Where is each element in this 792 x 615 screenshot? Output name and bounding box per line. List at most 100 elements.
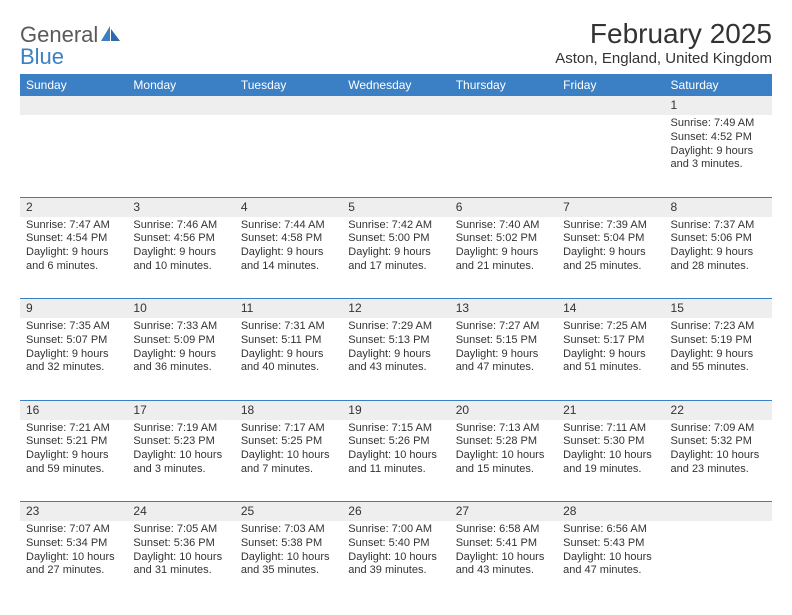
sunset-text: Sunset: 5:26 PM bbox=[348, 435, 443, 449]
daylight-text: Daylight: 9 hours and 14 minutes. bbox=[241, 246, 336, 274]
day-data-cell: Sunrise: 7:25 AMSunset: 5:17 PMDaylight:… bbox=[557, 318, 664, 400]
daylight-text: Daylight: 10 hours and 27 minutes. bbox=[26, 551, 121, 579]
sunrise-text: Sunrise: 7:23 AM bbox=[671, 320, 766, 334]
day-number-cell: 2 bbox=[20, 197, 127, 217]
sunset-text: Sunset: 5:38 PM bbox=[241, 537, 336, 551]
sunrise-text: Sunrise: 7:44 AM bbox=[241, 219, 336, 233]
sunset-text: Sunset: 4:56 PM bbox=[133, 232, 228, 246]
sunset-text: Sunset: 5:23 PM bbox=[133, 435, 228, 449]
sunset-text: Sunset: 4:58 PM bbox=[241, 232, 336, 246]
sunrise-text: Sunrise: 7:25 AM bbox=[563, 320, 658, 334]
day-data-cell: Sunrise: 7:37 AMSunset: 5:06 PMDaylight:… bbox=[665, 217, 772, 299]
day-data-cell: Sunrise: 7:19 AMSunset: 5:23 PMDaylight:… bbox=[127, 420, 234, 502]
sunrise-text: Sunrise: 7:09 AM bbox=[671, 422, 766, 436]
day-data-cell bbox=[235, 115, 342, 197]
sunrise-text: Sunrise: 7:40 AM bbox=[456, 219, 551, 233]
day-number-cell: 26 bbox=[342, 502, 449, 522]
week-number-row: 232425262728 bbox=[20, 502, 772, 522]
sunset-text: Sunset: 5:19 PM bbox=[671, 334, 766, 348]
day-number-cell: 11 bbox=[235, 299, 342, 319]
sunset-text: Sunset: 5:15 PM bbox=[456, 334, 551, 348]
day-number-cell bbox=[665, 502, 772, 522]
week-number-row: 1 bbox=[20, 96, 772, 115]
daylight-text: Daylight: 10 hours and 47 minutes. bbox=[563, 551, 658, 579]
sunset-text: Sunset: 5:00 PM bbox=[348, 232, 443, 246]
daylight-text: Daylight: 9 hours and 28 minutes. bbox=[671, 246, 766, 274]
logo-word2: Blue bbox=[20, 44, 64, 69]
sunrise-text: Sunrise: 7:17 AM bbox=[241, 422, 336, 436]
day-data-cell: Sunrise: 7:21 AMSunset: 5:21 PMDaylight:… bbox=[20, 420, 127, 502]
daylight-text: Daylight: 9 hours and 40 minutes. bbox=[241, 348, 336, 376]
day-data-cell: Sunrise: 7:07 AMSunset: 5:34 PMDaylight:… bbox=[20, 521, 127, 603]
day-data-cell: Sunrise: 7:00 AMSunset: 5:40 PMDaylight:… bbox=[342, 521, 449, 603]
sunset-text: Sunset: 5:06 PM bbox=[671, 232, 766, 246]
week-data-row: Sunrise: 7:47 AMSunset: 4:54 PMDaylight:… bbox=[20, 217, 772, 299]
sunset-text: Sunset: 5:21 PM bbox=[26, 435, 121, 449]
day-number-cell: 20 bbox=[450, 400, 557, 420]
day-number-cell: 6 bbox=[450, 197, 557, 217]
sunset-text: Sunset: 5:32 PM bbox=[671, 435, 766, 449]
day-number-cell: 12 bbox=[342, 299, 449, 319]
col-friday: Friday bbox=[557, 74, 664, 96]
day-number-cell: 22 bbox=[665, 400, 772, 420]
sunrise-text: Sunrise: 7:33 AM bbox=[133, 320, 228, 334]
sunset-text: Sunset: 5:43 PM bbox=[563, 537, 658, 551]
daylight-text: Daylight: 9 hours and 17 minutes. bbox=[348, 246, 443, 274]
sunrise-text: Sunrise: 7:15 AM bbox=[348, 422, 443, 436]
week-data-row: Sunrise: 7:21 AMSunset: 5:21 PMDaylight:… bbox=[20, 420, 772, 502]
day-number-cell: 19 bbox=[342, 400, 449, 420]
day-number-cell: 15 bbox=[665, 299, 772, 319]
day-number-cell: 28 bbox=[557, 502, 664, 522]
day-number-cell: 5 bbox=[342, 197, 449, 217]
daylight-text: Daylight: 10 hours and 19 minutes. bbox=[563, 449, 658, 477]
sunrise-text: Sunrise: 7:42 AM bbox=[348, 219, 443, 233]
sunset-text: Sunset: 5:09 PM bbox=[133, 334, 228, 348]
day-data-cell: Sunrise: 7:40 AMSunset: 5:02 PMDaylight:… bbox=[450, 217, 557, 299]
sunset-text: Sunset: 5:13 PM bbox=[348, 334, 443, 348]
day-data-cell: Sunrise: 7:13 AMSunset: 5:28 PMDaylight:… bbox=[450, 420, 557, 502]
daylight-text: Daylight: 10 hours and 23 minutes. bbox=[671, 449, 766, 477]
day-data-cell bbox=[127, 115, 234, 197]
day-number-cell: 16 bbox=[20, 400, 127, 420]
week-data-row: Sunrise: 7:49 AMSunset: 4:52 PMDaylight:… bbox=[20, 115, 772, 197]
week-number-row: 9101112131415 bbox=[20, 299, 772, 319]
day-number-cell: 4 bbox=[235, 197, 342, 217]
page-title: February 2025 bbox=[555, 18, 772, 50]
day-number-cell: 27 bbox=[450, 502, 557, 522]
sunrise-text: Sunrise: 7:39 AM bbox=[563, 219, 658, 233]
sunrise-text: Sunrise: 7:13 AM bbox=[456, 422, 551, 436]
sunrise-text: Sunrise: 7:11 AM bbox=[563, 422, 658, 436]
sunrise-text: Sunrise: 7:27 AM bbox=[456, 320, 551, 334]
sunset-text: Sunset: 5:41 PM bbox=[456, 537, 551, 551]
day-data-cell: Sunrise: 7:31 AMSunset: 5:11 PMDaylight:… bbox=[235, 318, 342, 400]
daylight-text: Daylight: 10 hours and 43 minutes. bbox=[456, 551, 551, 579]
day-number-cell: 18 bbox=[235, 400, 342, 420]
day-number-cell: 10 bbox=[127, 299, 234, 319]
sunset-text: Sunset: 5:25 PM bbox=[241, 435, 336, 449]
daylight-text: Daylight: 9 hours and 36 minutes. bbox=[133, 348, 228, 376]
day-data-cell bbox=[342, 115, 449, 197]
daylight-text: Daylight: 9 hours and 6 minutes. bbox=[26, 246, 121, 274]
sunset-text: Sunset: 5:34 PM bbox=[26, 537, 121, 551]
col-thursday: Thursday bbox=[450, 74, 557, 96]
day-data-cell: Sunrise: 7:09 AMSunset: 5:32 PMDaylight:… bbox=[665, 420, 772, 502]
daylight-text: Daylight: 10 hours and 15 minutes. bbox=[456, 449, 551, 477]
day-number-cell: 14 bbox=[557, 299, 664, 319]
sunrise-text: Sunrise: 7:19 AM bbox=[133, 422, 228, 436]
day-data-cell bbox=[557, 115, 664, 197]
sunset-text: Sunset: 4:52 PM bbox=[671, 131, 766, 145]
col-wednesday: Wednesday bbox=[342, 74, 449, 96]
day-number-cell bbox=[20, 96, 127, 115]
day-number-cell: 13 bbox=[450, 299, 557, 319]
daylight-text: Daylight: 10 hours and 11 minutes. bbox=[348, 449, 443, 477]
sunrise-text: Sunrise: 7:07 AM bbox=[26, 523, 121, 537]
week-data-row: Sunrise: 7:35 AMSunset: 5:07 PMDaylight:… bbox=[20, 318, 772, 400]
day-number-cell bbox=[450, 96, 557, 115]
daylight-text: Daylight: 9 hours and 3 minutes. bbox=[671, 145, 766, 173]
day-number-cell: 8 bbox=[665, 197, 772, 217]
day-number-cell bbox=[127, 96, 234, 115]
sunrise-text: Sunrise: 7:29 AM bbox=[348, 320, 443, 334]
day-data-cell bbox=[450, 115, 557, 197]
daylight-text: Daylight: 9 hours and 59 minutes. bbox=[26, 449, 121, 477]
sunset-text: Sunset: 5:28 PM bbox=[456, 435, 551, 449]
